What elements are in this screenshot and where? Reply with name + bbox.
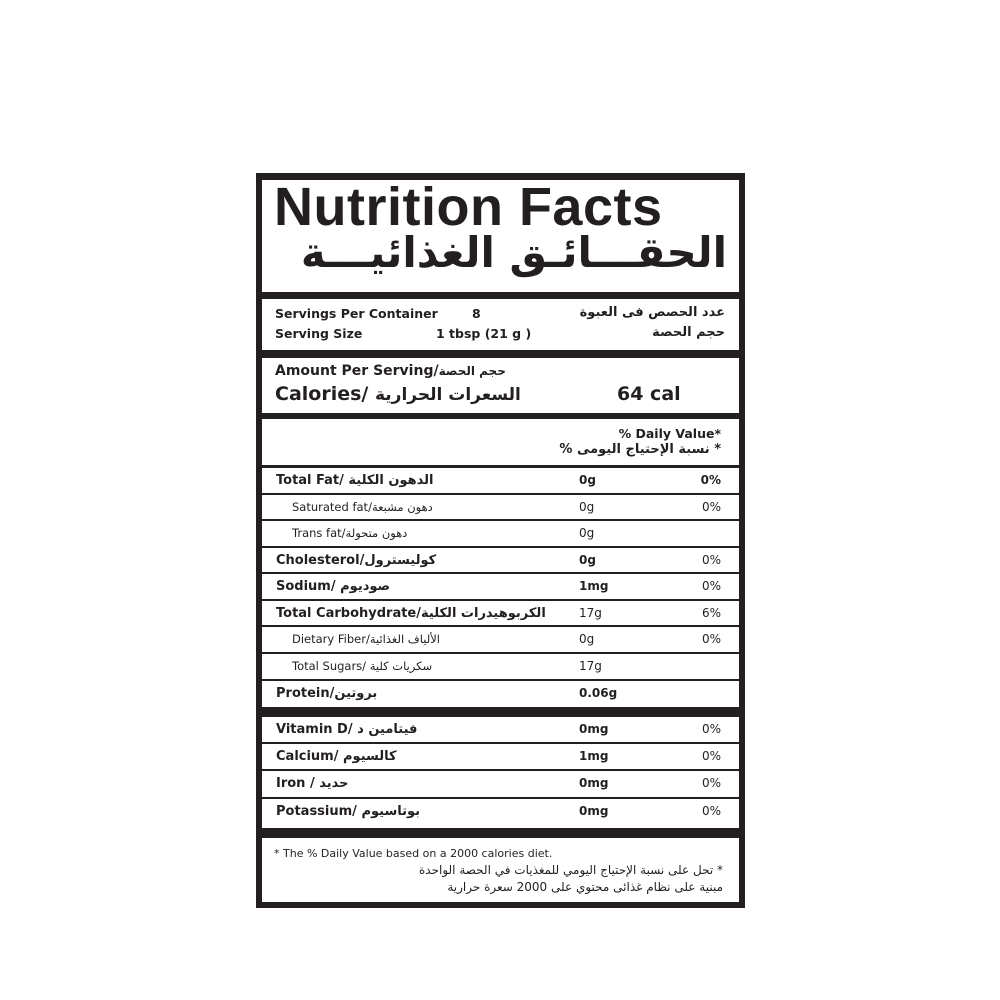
nutrient-daily-percent: 0% (701, 722, 721, 736)
nutrient-daily-percent: 6% (701, 606, 721, 620)
amount-per-serving: Amount Per Serving/حجم الحصة (275, 363, 506, 379)
amount-section: Amount Per Serving/حجم الحصة Calories/ ا… (262, 358, 739, 413)
nutrient-label: Cholesterol/كوليسترول (276, 553, 437, 568)
serving-size-label: Serving Size (275, 326, 363, 341)
nutrient-label: Potassium/ بوتاسيوم (276, 804, 421, 819)
nutrient-amount: 0g (579, 553, 596, 567)
title-section: Nutrition Facts الحقـــائـق الغذائيـــة (262, 177, 739, 292)
daily-value-header: % Daily Value* * نسبة الإحتياج اليومى % (262, 419, 739, 465)
nutrient-amount: 0mg (579, 776, 609, 790)
nutrient-amount: 0g (579, 526, 595, 540)
nutrient-label: Calcium/ كالسيوم (276, 749, 397, 764)
nutrient-row: Protein/بروتين 0.06g (262, 681, 739, 707)
servings-per-container-value: 8 (472, 306, 481, 321)
nutrient-row: Dietary Fiber/الألياف الغذائية 0g 0% (262, 627, 739, 652)
nutrient-daily-percent: 0% (701, 776, 721, 790)
nutrient-amount: 0g (579, 473, 596, 487)
nutrient-amount: 0g (579, 500, 595, 514)
nutrient-label: Protein/بروتين (276, 686, 378, 701)
servings-section: Servings Per Container 8 عدد الحصص فى ال… (262, 299, 739, 350)
nutrient-row: Iron / حديد 0mg 0% (262, 771, 739, 797)
nutrient-label: Sodium/ صوديوم (276, 579, 391, 594)
footnote-en: * The % Daily Value based on a 2000 calo… (274, 847, 553, 860)
nutrient-row: Calcium/ كالسيوم 1mg 0% (262, 744, 739, 769)
nutrient-amount: 1mg (579, 749, 609, 763)
nutrient-daily-percent: 0% (700, 473, 721, 487)
nutrient-label: Dietary Fiber/الألياف الغذائية (292, 632, 440, 646)
nutrient-daily-percent: 0% (701, 500, 721, 514)
nutrient-row: Sodium/ صوديوم 1mg 0% (262, 574, 739, 599)
nutrient-row: Cholesterol/كوليسترول 0g 0% (262, 548, 739, 572)
nutrient-label: Total Fat/ الدهون الكلية (276, 473, 434, 488)
nutrient-amount: 1mg (579, 579, 609, 593)
nutrient-daily-percent: 0% (701, 632, 721, 646)
nutrient-row: Potassium/ بوتاسيوم 0mg 0% (262, 799, 739, 828)
nutrient-label: Vitamin D/ فيتامين د (276, 722, 418, 737)
nutrient-daily-percent: 0% (701, 804, 721, 818)
nutrition-facts-label: Nutrition Facts الحقـــائـق الغذائيـــة … (256, 173, 745, 908)
daily-value-ar: * نسبة الإحتياج اليومى % (559, 442, 721, 457)
servings-per-container-label: Servings Per Container (275, 306, 438, 321)
nutrient-row: Total Fat/ الدهون الكلية 0g 0% (262, 468, 739, 493)
nutrient-row: Total Carbohydrate/الكربوهيدرات الكلية 1… (262, 601, 739, 625)
footnote-section: * The % Daily Value based on a 2000 calo… (262, 838, 739, 902)
title-ar: الحقـــائـق الغذائيـــة (300, 228, 727, 277)
nutrient-daily-percent: 0% (701, 553, 721, 567)
servings-per-container-ar: عدد الحصص فى العبوة (579, 305, 725, 320)
nutrient-daily-percent: 0% (701, 579, 721, 593)
nutrient-amount: 0g (579, 632, 595, 646)
nutrient-amount: 17g (579, 659, 602, 673)
serving-size-ar: حجم الحصة (652, 325, 725, 340)
nutrient-row: Trans fat/دهون متحولة 0g (262, 521, 739, 546)
serving-size-value: 1 tbsp (21 g ) (436, 326, 532, 341)
nutrient-label: Trans fat/دهون متحولة (292, 526, 408, 540)
nutrient-row: Saturated fat/دهون مشبعة 0g 0% (262, 495, 739, 519)
footnote-ar-line2: مبنية على نظام غذائى محتوي على 2000 سعرة… (447, 880, 723, 894)
nutrient-label: Saturated fat/دهون مشبعة (292, 500, 433, 514)
nutrient-label: Total Carbohydrate/الكربوهيدرات الكلية (276, 606, 546, 621)
nutrient-amount: 17g (579, 606, 602, 620)
daily-value-en: % Daily Value* (618, 426, 721, 441)
nutrient-amount: 0.06g (579, 686, 618, 700)
title-en: Nutrition Facts (274, 177, 663, 237)
nutrient-amount: 0mg (579, 722, 609, 736)
calories-label: Calories/ السعرات الحرارية (275, 383, 521, 405)
nutrient-amount: 0mg (579, 804, 609, 818)
nutrient-row: Total Sugars/ سكريات كلية 17g (262, 654, 739, 679)
nutrient-label: Total Sugars/ سكريات كلية (292, 659, 433, 673)
nutrient-daily-percent: 0% (701, 749, 721, 763)
nutrient-label: Iron / حديد (276, 776, 349, 791)
calories-value: 64 cal (617, 383, 681, 405)
nutrient-row: Vitamin D/ فيتامين د 0mg 0% (262, 717, 739, 742)
footnote-ar-line1: * تحل على نسبة الإحتياج اليومي للمغذيات … (418, 863, 723, 877)
